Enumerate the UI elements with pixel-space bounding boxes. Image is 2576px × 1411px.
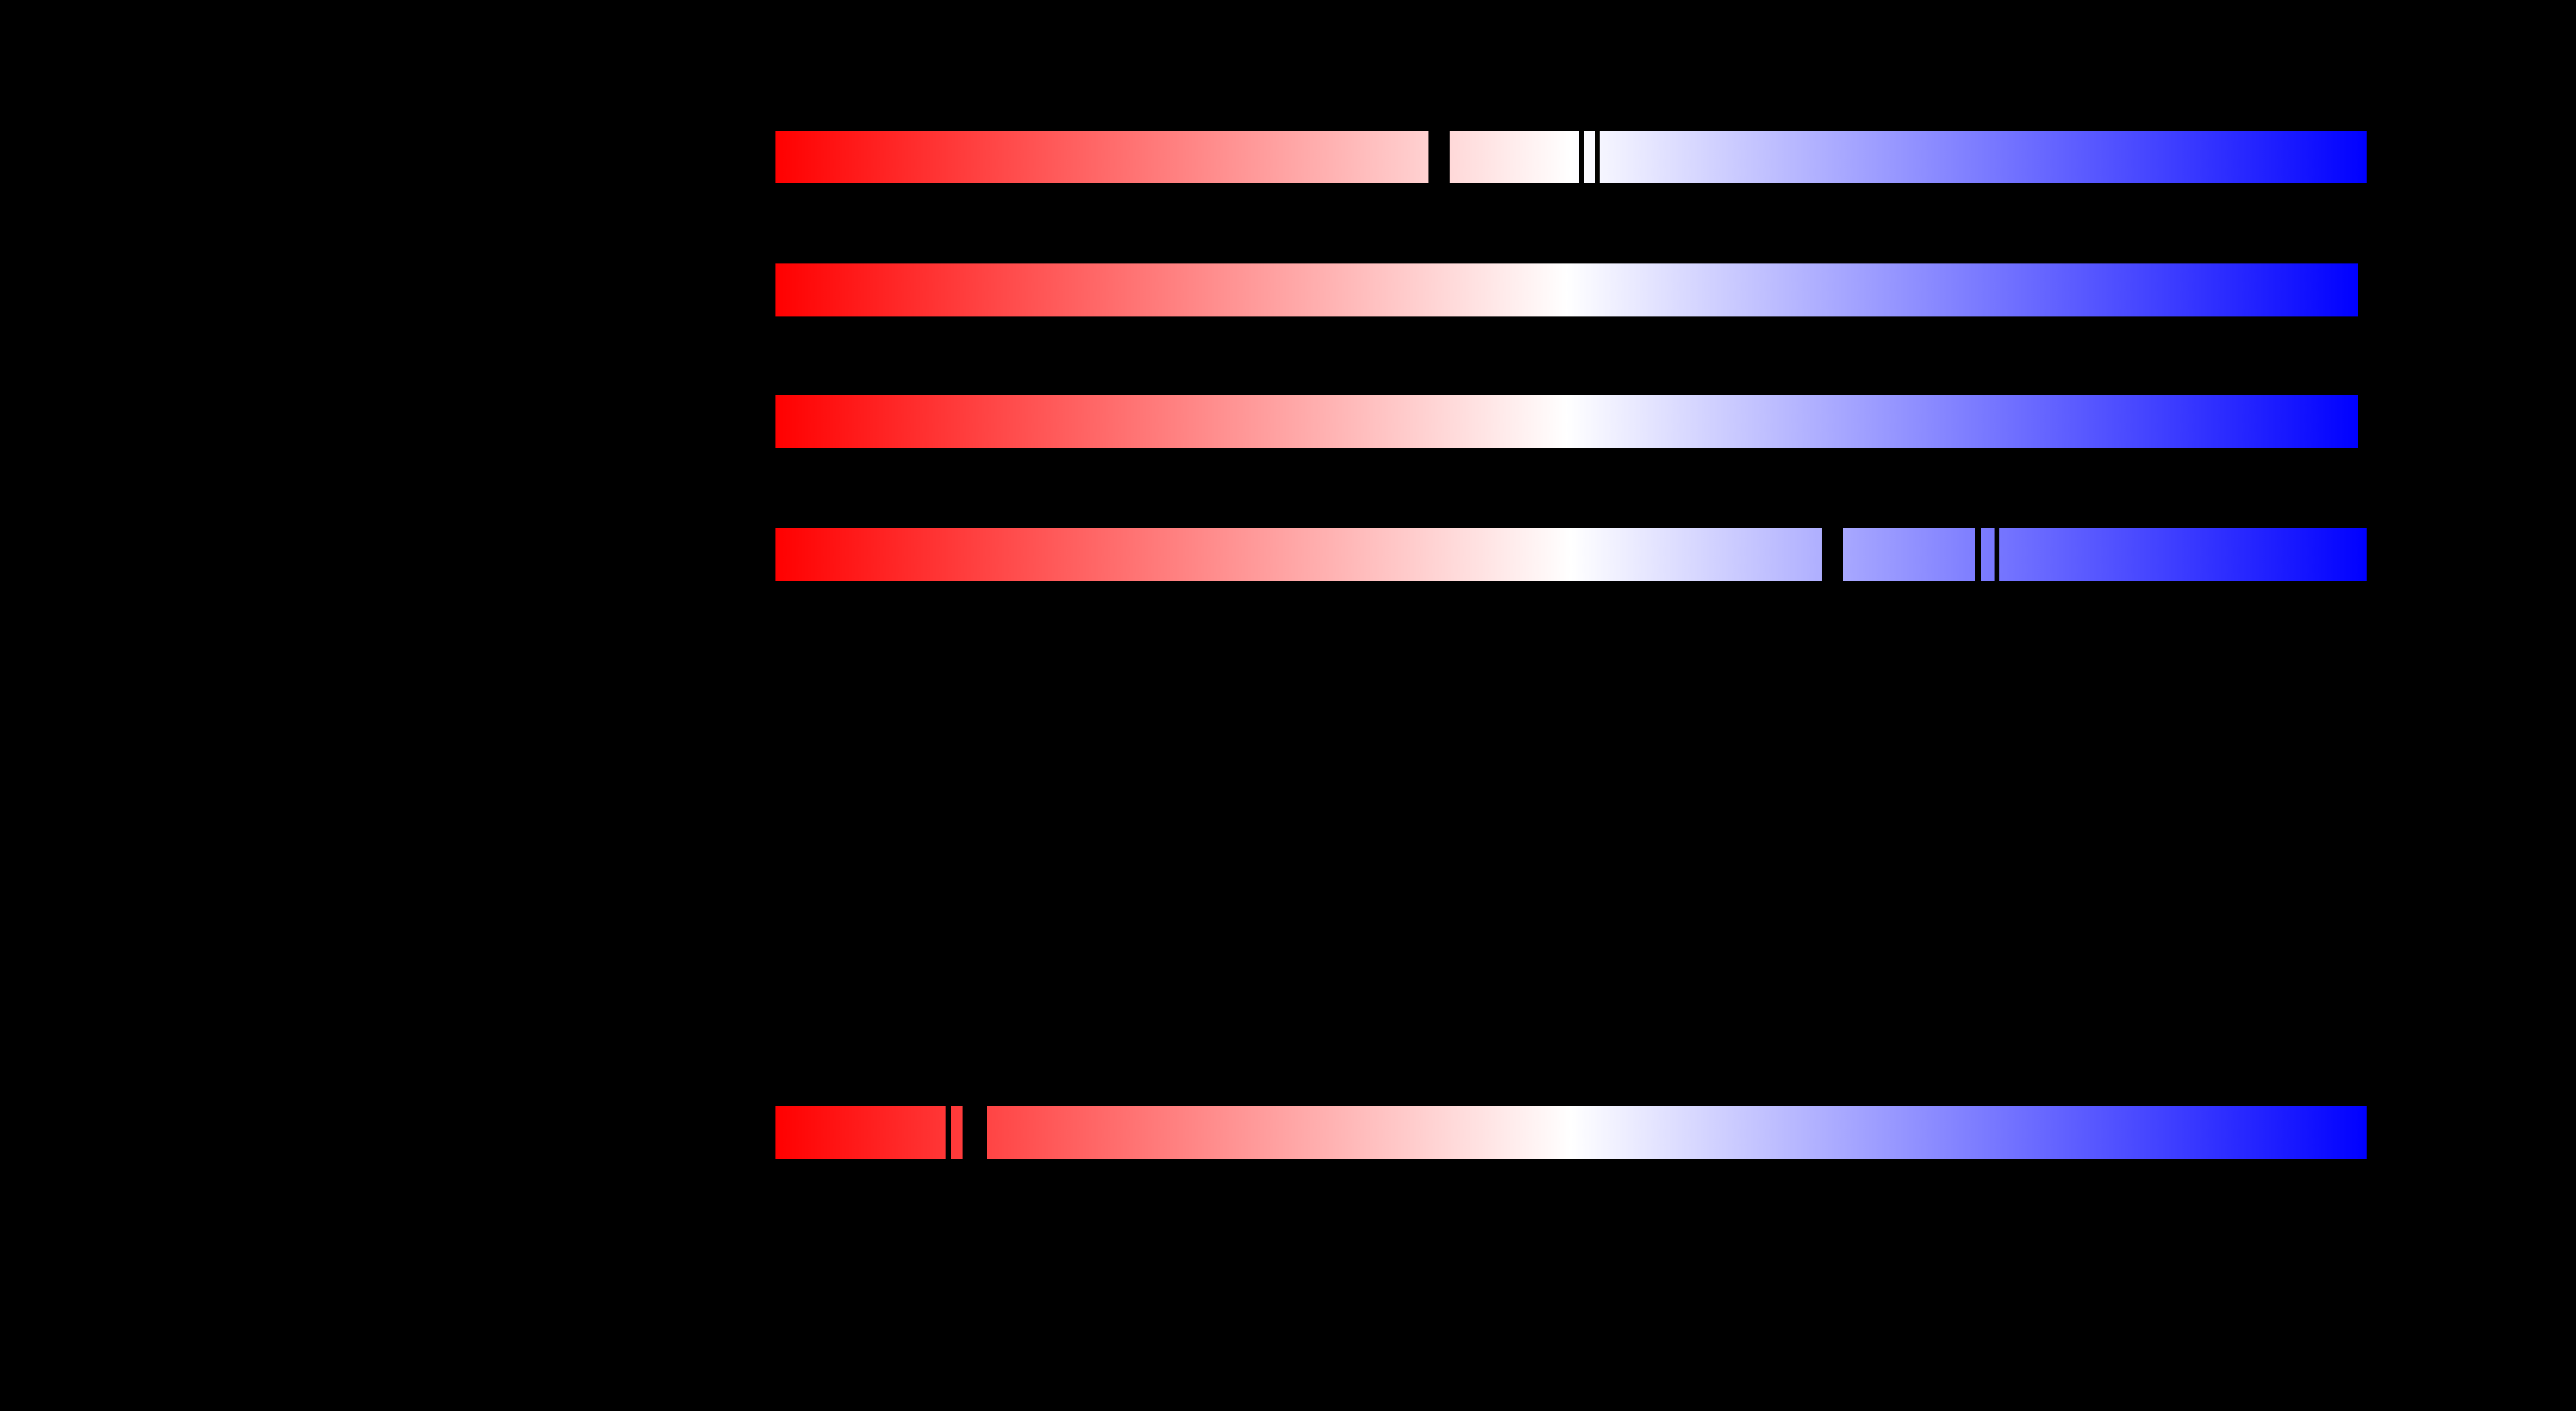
gradient-bar-row-1 bbox=[775, 131, 2367, 183]
gradient-bar-row-3 bbox=[775, 395, 2358, 448]
thin-marker bbox=[946, 1106, 951, 1159]
thick-marker bbox=[963, 1106, 987, 1159]
thin-marker bbox=[1579, 131, 1584, 183]
gradient-bar-row-4 bbox=[775, 528, 2367, 581]
gradient-bar-row-5 bbox=[775, 1106, 2367, 1159]
thin-marker bbox=[1995, 528, 1999, 581]
gradient-bar-row-2 bbox=[775, 263, 2358, 316]
thin-marker bbox=[1975, 528, 1981, 581]
thick-marker bbox=[1428, 131, 1450, 183]
thin-marker bbox=[1595, 131, 1600, 183]
thick-marker bbox=[1822, 528, 1843, 581]
